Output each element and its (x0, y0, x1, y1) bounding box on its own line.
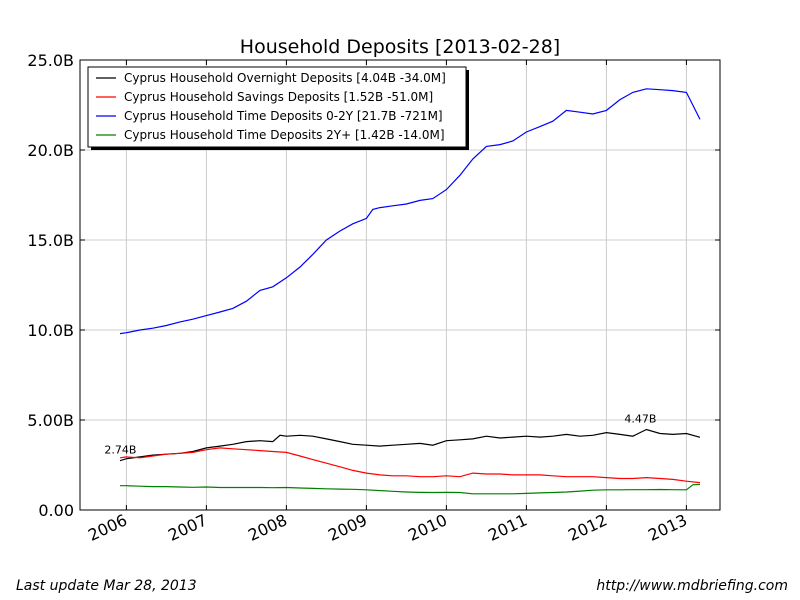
series-line-2 (119, 88, 701, 335)
legend-entry: Cyprus Household Savings Deposits [1.52B… (124, 90, 433, 104)
legend: Cyprus Household Overnight Deposits [4.0… (87, 66, 469, 150)
legend-entry: Cyprus Household Time Deposits 2Y+ [1.42… (124, 128, 445, 142)
x-tick-label: 2009 (325, 510, 370, 544)
annotation-label: 4.47B (624, 413, 656, 426)
annotation-label: 2.74B (104, 444, 136, 457)
y-tick-label: 10.0B (27, 321, 74, 340)
series-line-0 (119, 428, 701, 462)
source-url-link[interactable]: http://www.mdbriefing.com (596, 578, 788, 594)
legend-box (87, 66, 467, 148)
annotations: 2.74B 4.47B (104, 413, 656, 457)
plot-frame (79, 59, 721, 511)
y-tick-label: 20.0B (27, 141, 74, 160)
y-tick-label: 0.00 (38, 501, 74, 520)
x-tick-label: 2012 (565, 510, 610, 544)
legend-entry: Cyprus Household Time Deposits 0-2Y [21.… (124, 109, 443, 123)
x-tick-label: 2008 (245, 510, 290, 544)
y-tick-label: 15.0B (27, 231, 74, 250)
y-tick-label: 25.0B (27, 51, 74, 70)
series-line-3 (120, 483, 701, 495)
x-tick-label: 2007 (165, 510, 210, 544)
y-tick-label: 5.00B (27, 411, 74, 430)
x-tick-label: 2011 (485, 510, 530, 544)
x-tick-label: 2006 (85, 510, 130, 544)
chart-title: Household Deposits [2013-02-28] (240, 36, 560, 58)
legend-entry: Cyprus Household Overnight Deposits [4.0… (124, 71, 446, 85)
x-tick-label: 2010 (405, 510, 450, 544)
series-lines (119, 88, 701, 495)
x-tick-label: 2013 (645, 510, 690, 544)
series-line-1 (119, 447, 701, 484)
last-update-text: Last update Mar 28, 2013 (16, 578, 197, 594)
